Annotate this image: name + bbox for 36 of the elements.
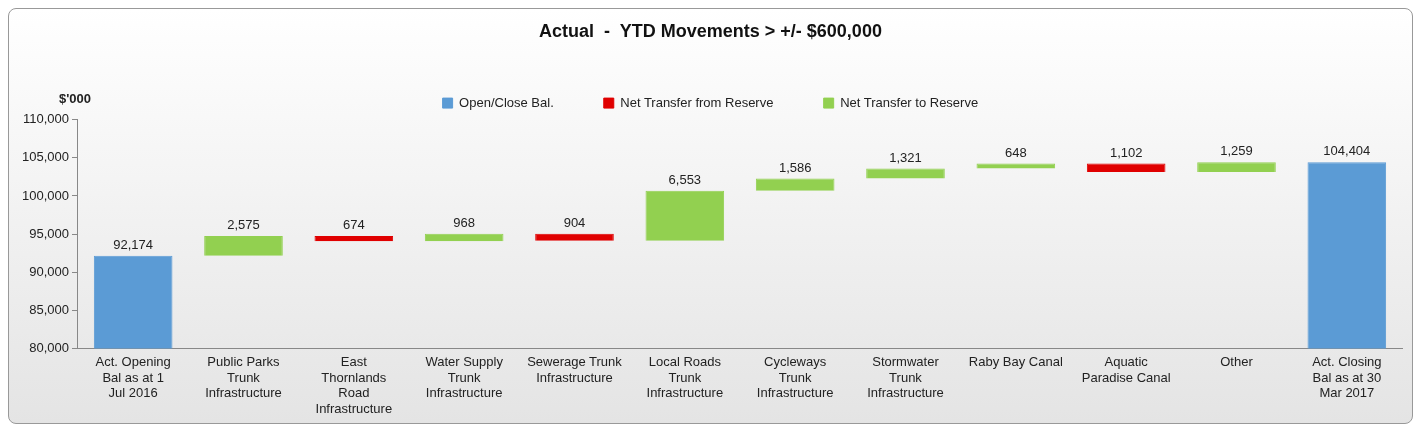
data-label: 674 [342,217,365,233]
data-label: 104,404 [1323,143,1371,159]
legend-label: Open/Close Bal. [459,94,554,110]
legend-label: Net Transfer to Reserve [840,94,979,110]
legend-label: Net Transfer from Reserve [620,94,774,110]
y-tick-label: 80,000 [29,340,69,356]
data-label: 1,259 [1220,143,1253,159]
data-label: 648 [1004,144,1027,160]
x-tick-label: Raby Bay Canal [968,353,1063,369]
y-tick-label: 90,000 [29,263,69,279]
y-tick-label: 110,000 [22,111,69,127]
x-tick-label: Local Roads Trunk Infrastructure [646,353,724,401]
x-tick-label: Act. Closing Bal as at 30 Mar 2017 [1312,353,1382,401]
x-tick-label: Aquatic Paradise Canal [1081,353,1171,385]
data-label: 904 [563,214,586,230]
y-tick-label: 95,000 [29,225,69,241]
x-tick-label: Act. Opening Bal as at 1 Jul 2016 [95,353,171,401]
data-label: 92,174 [113,236,154,252]
x-tick-label: Stormwater Trunk Infrastructure [867,353,944,401]
x-tick-label: East Thornlands Road Infrastructure [315,353,393,416]
x-tick-label: Other [1220,353,1254,369]
data-label: 2,575 [227,217,260,233]
y-tick-label: 105,000 [21,149,69,165]
y-tick-label: 100,000 [21,187,69,203]
chart-title: Actual - YTD Movements > +/- $600,000 [539,20,882,41]
data-label: 1,321 [889,149,922,165]
x-tick-label: Sewerage Trunk Infrastructure [527,353,623,385]
y-tick-label: 85,000 [29,302,69,318]
x-tick-label: Cycleways Trunk Infrastructure [756,353,834,401]
x-tick-label: Water Supply Trunk Infrastructure [425,353,504,401]
data-label: 1,586 [778,159,812,175]
data-label: 6,553 [668,171,702,187]
y-axis-title: $'000 [59,90,92,106]
x-tick-label: Public Parks Trunk Infrastructure [205,353,282,401]
data-label: 1,102 [1109,144,1143,160]
data-label: 968 [453,214,476,230]
